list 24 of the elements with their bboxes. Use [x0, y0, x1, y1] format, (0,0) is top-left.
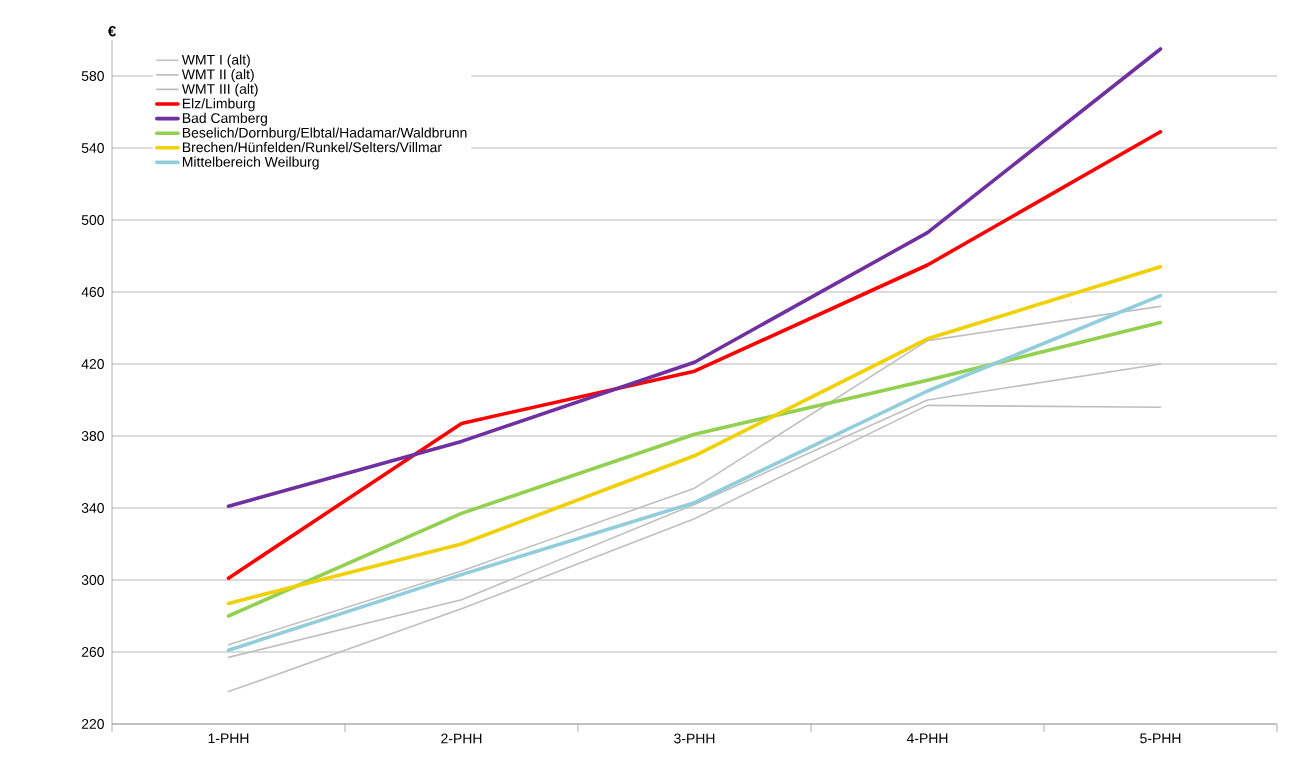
- y-tick-label: 580: [81, 71, 104, 81]
- y-tick-label: 300: [81, 575, 104, 585]
- y-tick-label: 540: [81, 143, 104, 153]
- y-tick-label: 380: [81, 431, 104, 441]
- legend-label: Bad Camberg: [182, 112, 267, 126]
- x-tick-label: 2-PHH: [441, 733, 482, 744]
- legend-label: WMT I (alt): [181, 54, 250, 68]
- legend-label: Beselich/Dornburg/Elbtal/Hadamar/Waldbrunn: [182, 127, 467, 141]
- x-tick-label: 4-PHH: [906, 733, 948, 744]
- y-tick-label: 220: [81, 719, 104, 729]
- y-tick-label: 460: [81, 287, 104, 297]
- legend-label: Elz/Limburg: [182, 98, 255, 112]
- y-axis-title: €: [107, 25, 116, 37]
- legend-label: Brechen/Hünfelden/Runkel/Selters/Villmar: [182, 141, 442, 153]
- y-tick-label: 420: [81, 359, 104, 369]
- y-tick-label: 500: [81, 215, 104, 225]
- legend-label: WMT III (alt): [181, 83, 258, 97]
- y-tick-label: 340: [81, 503, 104, 513]
- legend-label: WMT II (alt): [181, 69, 254, 83]
- x-tick-label: 3-PHH: [674, 733, 715, 744]
- x-tick-label: 5-PHH: [1140, 733, 1181, 744]
- x-tick-label: 1-PHH: [208, 733, 249, 744]
- y-tick-label: 260: [81, 647, 104, 657]
- legend-label: Mittelbereich Weilburg: [182, 156, 319, 170]
